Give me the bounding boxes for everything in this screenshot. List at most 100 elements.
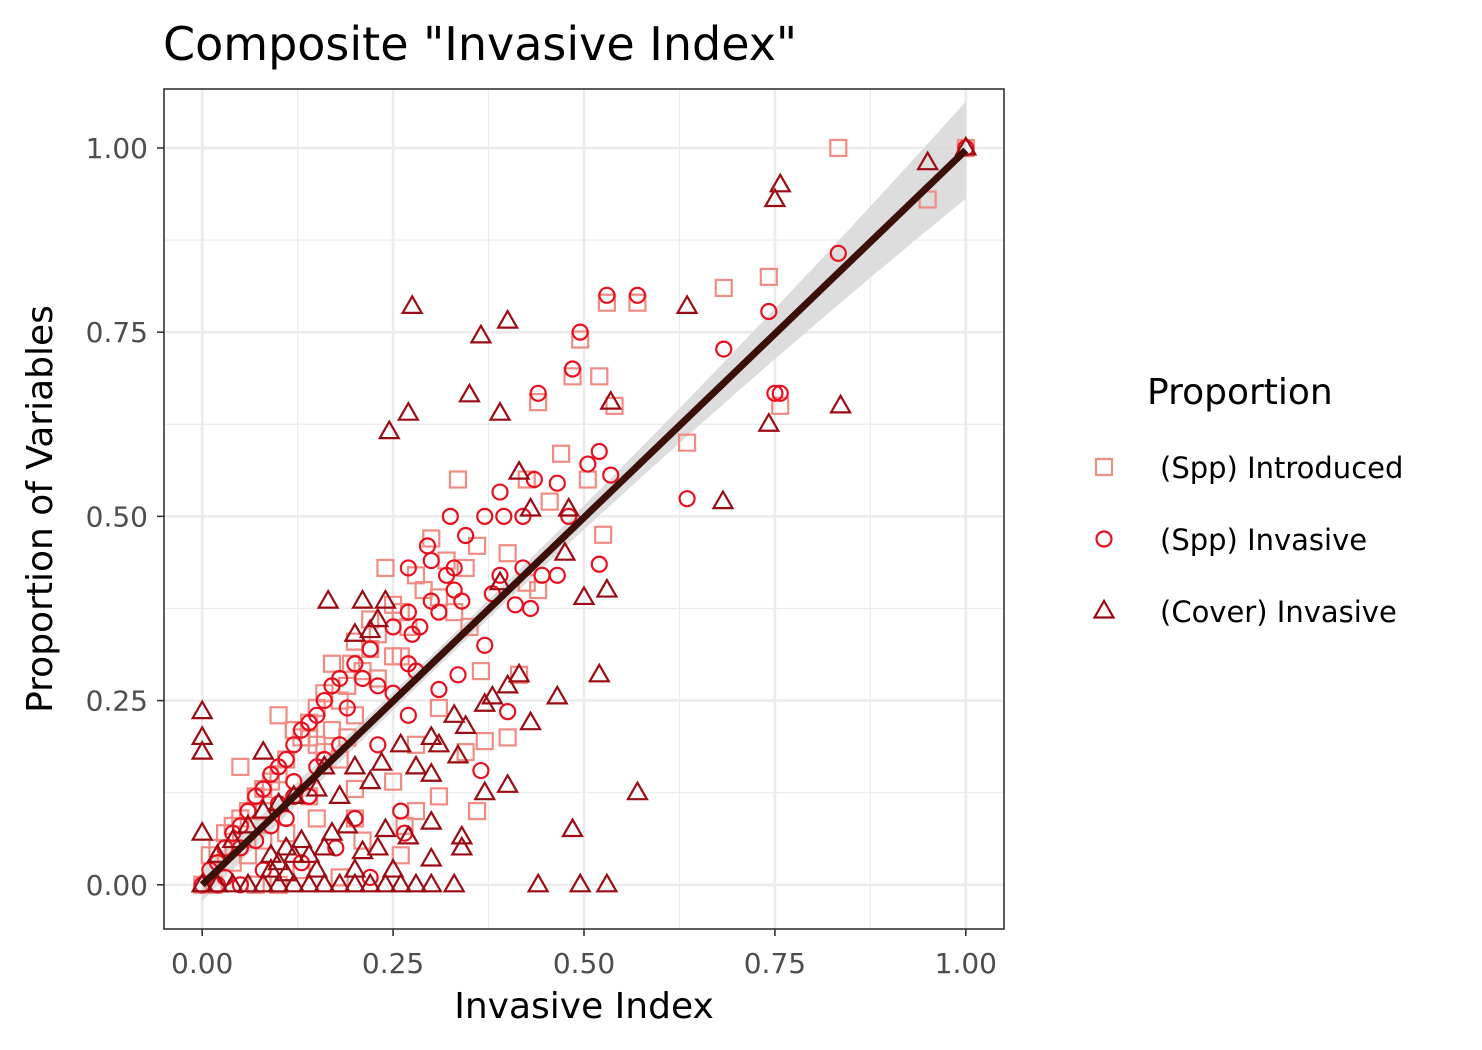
- data-point: [315, 691, 333, 710]
- data-point: [221, 872, 245, 893]
- data-point: [437, 566, 456, 584]
- data-point: [392, 802, 410, 820]
- data-point: [366, 607, 390, 628]
- data-point: [346, 809, 364, 828]
- data-point: [441, 507, 459, 525]
- data-point: [553, 541, 577, 561]
- data-point: [269, 706, 288, 725]
- data-point: [297, 872, 321, 893]
- data-point: [320, 821, 344, 841]
- data-point: [221, 828, 245, 849]
- data-point: [353, 669, 372, 688]
- data-point: [190, 821, 214, 841]
- data-point: [358, 872, 382, 893]
- data-point: [506, 596, 524, 614]
- data-point: [495, 507, 513, 525]
- data-point: [389, 732, 413, 753]
- data-point: [366, 835, 390, 856]
- x-tick-label: 0.00: [171, 947, 233, 980]
- data-point: [274, 835, 298, 856]
- data-point: [404, 872, 428, 893]
- data-point: [282, 872, 306, 893]
- fit-line-group: [199, 147, 969, 888]
- data-point: [548, 566, 566, 584]
- data-point: [450, 824, 474, 845]
- data-point: [714, 278, 733, 298]
- data-point: [480, 684, 504, 705]
- data-point: [499, 703, 517, 721]
- data-point: [597, 293, 617, 312]
- data-point: [442, 872, 466, 893]
- data-point: [678, 490, 696, 508]
- data-point: [374, 817, 397, 838]
- data-point: [343, 622, 367, 642]
- x-axis-title: Invasive Index: [454, 986, 714, 1027]
- data-point: [430, 603, 448, 621]
- data-point: [602, 466, 620, 484]
- data-point: [763, 187, 787, 208]
- data-point: [429, 698, 449, 718]
- x-tick-label: 0.25: [362, 947, 424, 980]
- x-axis-ticks: 0.00 0.25 0.50 0.75 1.00: [171, 929, 997, 980]
- data-point: [711, 489, 735, 510]
- data-point: [400, 294, 424, 314]
- data-point: [572, 585, 596, 606]
- data-point: [190, 739, 214, 760]
- data-point: [251, 739, 275, 760]
- data-point: [519, 496, 542, 517]
- data-point: [590, 442, 608, 461]
- data-point: [190, 699, 214, 720]
- data-point: [829, 244, 847, 262]
- data-point: [399, 603, 417, 621]
- data-point: [383, 772, 403, 791]
- legend-item: (Spp) Invasive: [1095, 523, 1367, 557]
- data-point: [442, 703, 466, 723]
- data-point: [381, 857, 405, 878]
- data-point: [579, 455, 597, 473]
- data-point: [476, 636, 494, 654]
- data-point: [254, 831, 273, 850]
- data-point: [259, 843, 283, 863]
- data-point: [267, 872, 290, 893]
- data-point: [429, 787, 449, 806]
- data-point: [496, 773, 520, 793]
- legend-label: (Spp) Introduced: [1160, 451, 1403, 485]
- data-point: [285, 736, 303, 754]
- data-point: [571, 330, 590, 349]
- data-point: [757, 412, 781, 432]
- data-point: [312, 872, 336, 893]
- data-point: [473, 780, 497, 801]
- data-point: [675, 294, 699, 314]
- data-point: [759, 267, 778, 286]
- data-point: [498, 728, 517, 747]
- data-point: [358, 618, 382, 639]
- data-point: [916, 150, 940, 171]
- data-point: [403, 625, 421, 643]
- legend-key-triangle: [1092, 598, 1116, 619]
- series-triangle: [190, 135, 978, 893]
- data-point: [557, 496, 581, 517]
- data-point: [473, 692, 497, 712]
- data-point: [476, 507, 494, 525]
- data-point: [430, 680, 448, 699]
- data-point: [598, 286, 616, 304]
- legend-item: (Cover) Invasive: [1092, 595, 1397, 629]
- data-point: [396, 824, 420, 845]
- y-tick-label: 0.50: [86, 500, 148, 533]
- data-point: [206, 872, 229, 893]
- data-point: [595, 872, 619, 893]
- data-point: [343, 754, 367, 775]
- data-point: [391, 846, 410, 865]
- data-point: [262, 765, 280, 783]
- data-point: [399, 559, 417, 577]
- data-point: [305, 857, 329, 878]
- data-point: [593, 525, 613, 544]
- data-point: [419, 872, 443, 893]
- data-point: [358, 769, 382, 790]
- data-point: [460, 617, 479, 636]
- data-point: [529, 384, 547, 402]
- data-point: [312, 835, 336, 856]
- data-point: [488, 401, 512, 421]
- data-point: [456, 558, 475, 578]
